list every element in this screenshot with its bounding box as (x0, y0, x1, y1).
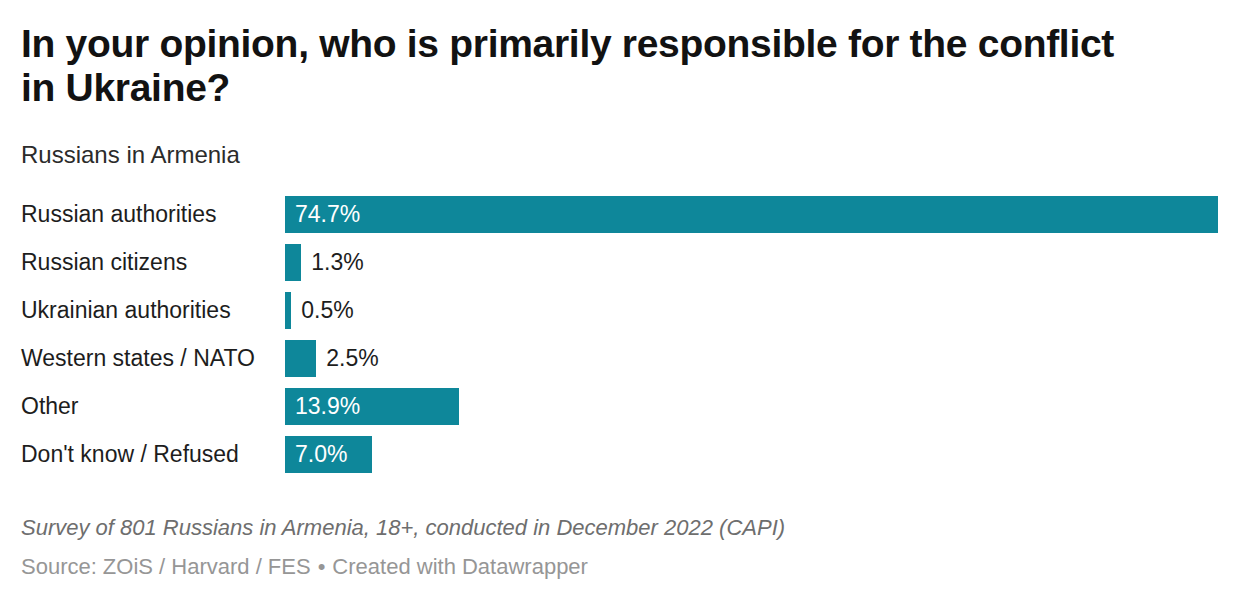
category-label: Western states / NATO (21, 340, 285, 377)
bar-track: 1.3% (285, 244, 1218, 281)
value-label: 13.9% (295, 388, 360, 425)
bar-row: Ukrainian authorities 0.5% (21, 292, 1218, 329)
bar-row: Russian authorities 74.7% (21, 196, 1218, 233)
source-text: ZOiS / Harvard / FES (103, 554, 311, 579)
chart-title: In your opinion, who is primarily respon… (21, 0, 1218, 110)
bar-track: 13.9% (285, 388, 1218, 425)
chart-notes: Survey of 801 Russians in Armenia, 18+, … (21, 515, 1218, 541)
bar-track: 0.5% (285, 292, 1218, 329)
bar (285, 292, 291, 329)
chart-container: In your opinion, who is primarily respon… (0, 0, 1240, 598)
category-label: Russian citizens (21, 244, 285, 281)
chart-title-line2: in Ukraine? (21, 66, 1218, 110)
category-label: Don't know / Refused (21, 436, 285, 473)
bar-track: 74.7% (285, 196, 1218, 233)
datawrapper-attribution-link[interactable]: Created with Datawrapper (332, 554, 588, 579)
source-separator: • (318, 554, 326, 579)
source-label: Source: (21, 554, 97, 579)
category-label: Russian authorities (21, 196, 285, 233)
value-label: 0.5% (301, 292, 353, 329)
value-label: 7.0% (295, 436, 347, 473)
value-label: 1.3% (311, 244, 363, 281)
bar (285, 244, 301, 281)
bar-track: 2.5% (285, 340, 1218, 377)
category-label: Ukrainian authorities (21, 292, 285, 329)
bar (285, 196, 1218, 233)
bar (285, 340, 316, 377)
bar-row: Other 13.9% (21, 388, 1218, 425)
bar-row: Russian citizens 1.3% (21, 244, 1218, 281)
bar-row: Western states / NATO 2.5% (21, 340, 1218, 377)
bar-row: Don't know / Refused 7.0% (21, 436, 1218, 473)
bar-chart: Russian authorities 74.7% Russian citizens… (21, 196, 1218, 473)
chart-title-line1: In your opinion, who is primarily respon… (21, 22, 1218, 66)
value-label: 2.5% (326, 340, 378, 377)
chart-source-line: Source:ZOiS / Harvard / FES •Created with… (21, 554, 1218, 579)
value-label: 74.7% (295, 196, 360, 233)
chart-subtitle: Russians in Armenia (21, 141, 1218, 169)
bar-track: 7.0% (285, 436, 1218, 473)
category-label: Other (21, 388, 285, 425)
